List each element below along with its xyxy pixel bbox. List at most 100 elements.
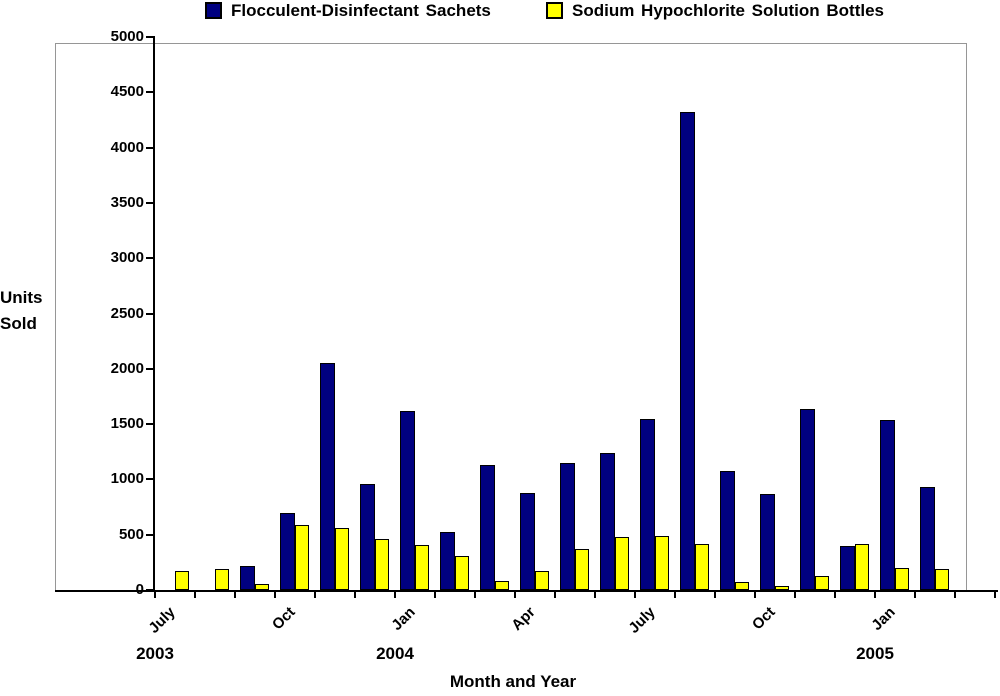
bar-series0-month7 xyxy=(440,532,455,590)
y-tick xyxy=(146,533,155,536)
x-tick xyxy=(954,590,956,598)
bar-series0-month8 xyxy=(480,465,495,590)
y-tick-label: 1000 xyxy=(110,470,144,488)
x-tick xyxy=(994,590,996,598)
bar-series0-month9 xyxy=(520,492,535,590)
bar-series1-month2 xyxy=(254,584,270,590)
bar-series0-month15 xyxy=(760,493,775,590)
bar-series0-month11 xyxy=(600,452,615,590)
y-tick xyxy=(146,36,155,38)
bar-series0-month5 xyxy=(360,483,375,590)
x-tick-label: Oct xyxy=(748,603,779,634)
bar-series0-month4 xyxy=(320,363,335,590)
bar-series1-month10 xyxy=(574,549,590,590)
bar-series0-month2 xyxy=(240,565,255,590)
bar-series1-month0 xyxy=(174,570,190,590)
bar-series1-month16 xyxy=(814,576,830,590)
bar-series1-month18 xyxy=(894,567,910,590)
x-tick xyxy=(314,590,316,598)
x-tick xyxy=(674,590,676,598)
x-tick xyxy=(594,590,596,598)
bar-series0-month10 xyxy=(560,462,575,590)
x-tick xyxy=(434,590,436,598)
y-tick-label: 5000 xyxy=(110,28,144,45)
bar-series0-month17 xyxy=(840,545,855,590)
x-tick xyxy=(514,590,516,598)
legend-item-bottles: Sodium Hypochlorite Solution Bottles xyxy=(546,0,884,20)
bar-series1-month9 xyxy=(534,571,550,590)
bar-series1-month15 xyxy=(774,585,790,590)
y-tick-label: 4500 xyxy=(110,83,144,101)
bar-series1-month1 xyxy=(214,568,230,590)
bar-series1-month7 xyxy=(454,555,470,590)
bar-series1-month6 xyxy=(414,544,430,590)
x-axis-title: Month and Year xyxy=(449,672,577,691)
x-tick-label: Apr xyxy=(508,603,539,634)
y-tick xyxy=(146,312,155,315)
bar-series0-month6 xyxy=(400,410,415,590)
y-tick xyxy=(146,146,155,149)
bar-series1-month12 xyxy=(654,535,670,590)
y-tick xyxy=(146,478,155,481)
bar-series1-month3 xyxy=(294,524,310,590)
bar-series1-month19 xyxy=(934,568,950,590)
x-tick xyxy=(474,590,476,598)
x-tick xyxy=(234,590,236,598)
y-tick-label: 2500 xyxy=(110,304,144,322)
x-tick xyxy=(194,590,196,598)
bar-series0-month16 xyxy=(800,408,815,590)
x-tick xyxy=(874,590,876,598)
bar-series1-month8 xyxy=(494,581,510,590)
bar-series0-month13 xyxy=(680,112,695,590)
year-label: 2004 xyxy=(376,644,414,663)
bar-series1-month13 xyxy=(694,544,710,590)
x-tick xyxy=(354,590,356,598)
x-tick-label: Oct xyxy=(268,603,299,634)
bar-series1-month4 xyxy=(334,528,350,590)
y-tick-label: 3000 xyxy=(110,249,144,267)
x-tick xyxy=(834,590,836,598)
x-tick xyxy=(634,590,636,598)
y-tick-label: 0 xyxy=(135,581,144,598)
y-tick xyxy=(146,91,155,94)
bar-series0-month14 xyxy=(720,470,735,590)
bar-series0-month19 xyxy=(920,487,935,590)
bar-series0-month18 xyxy=(880,419,895,590)
x-tick xyxy=(274,590,276,598)
x-tick xyxy=(714,590,716,598)
y-axis-title: Units Sold xyxy=(0,288,43,333)
bar-series1-month11 xyxy=(614,536,630,590)
legend-item-sachets: Flocculent-Disinfectant Sachets xyxy=(205,0,491,20)
x-tick xyxy=(554,590,556,598)
bar-series0-month3 xyxy=(280,512,295,590)
x-tick xyxy=(154,590,156,598)
x-axis xyxy=(55,590,998,592)
bar-series1-month17 xyxy=(854,543,870,590)
y-tick xyxy=(146,257,155,260)
plot-area-frame xyxy=(55,43,967,591)
legend-label-bottles: Sodium Hypochlorite Solution Bottles xyxy=(572,0,884,20)
bar-series0-month12 xyxy=(640,418,655,590)
year-label: 2005 xyxy=(856,644,894,663)
y-tick xyxy=(146,367,155,370)
legend-swatch-sachets xyxy=(205,2,222,19)
y-tick-label: 1500 xyxy=(110,415,144,433)
x-tick xyxy=(794,590,796,598)
x-tick xyxy=(394,590,396,598)
x-tick xyxy=(754,590,756,598)
y-tick-label: 3500 xyxy=(110,193,144,211)
bar-series1-month14 xyxy=(734,582,750,590)
legend-swatch-bottles xyxy=(546,2,563,19)
bar-series1-month5 xyxy=(374,539,390,590)
y-tick xyxy=(146,589,155,591)
y-tick-label: 2000 xyxy=(110,359,144,377)
y-tick-label: 500 xyxy=(118,525,144,543)
y-tick xyxy=(146,423,155,426)
legend-label-sachets: Flocculent-Disinfectant Sachets xyxy=(231,0,491,20)
x-tick-label: July xyxy=(625,603,659,637)
year-label: 2003 xyxy=(136,644,174,663)
y-tick xyxy=(146,201,155,204)
y-tick-label: 4000 xyxy=(110,138,144,156)
x-tick xyxy=(914,590,916,598)
